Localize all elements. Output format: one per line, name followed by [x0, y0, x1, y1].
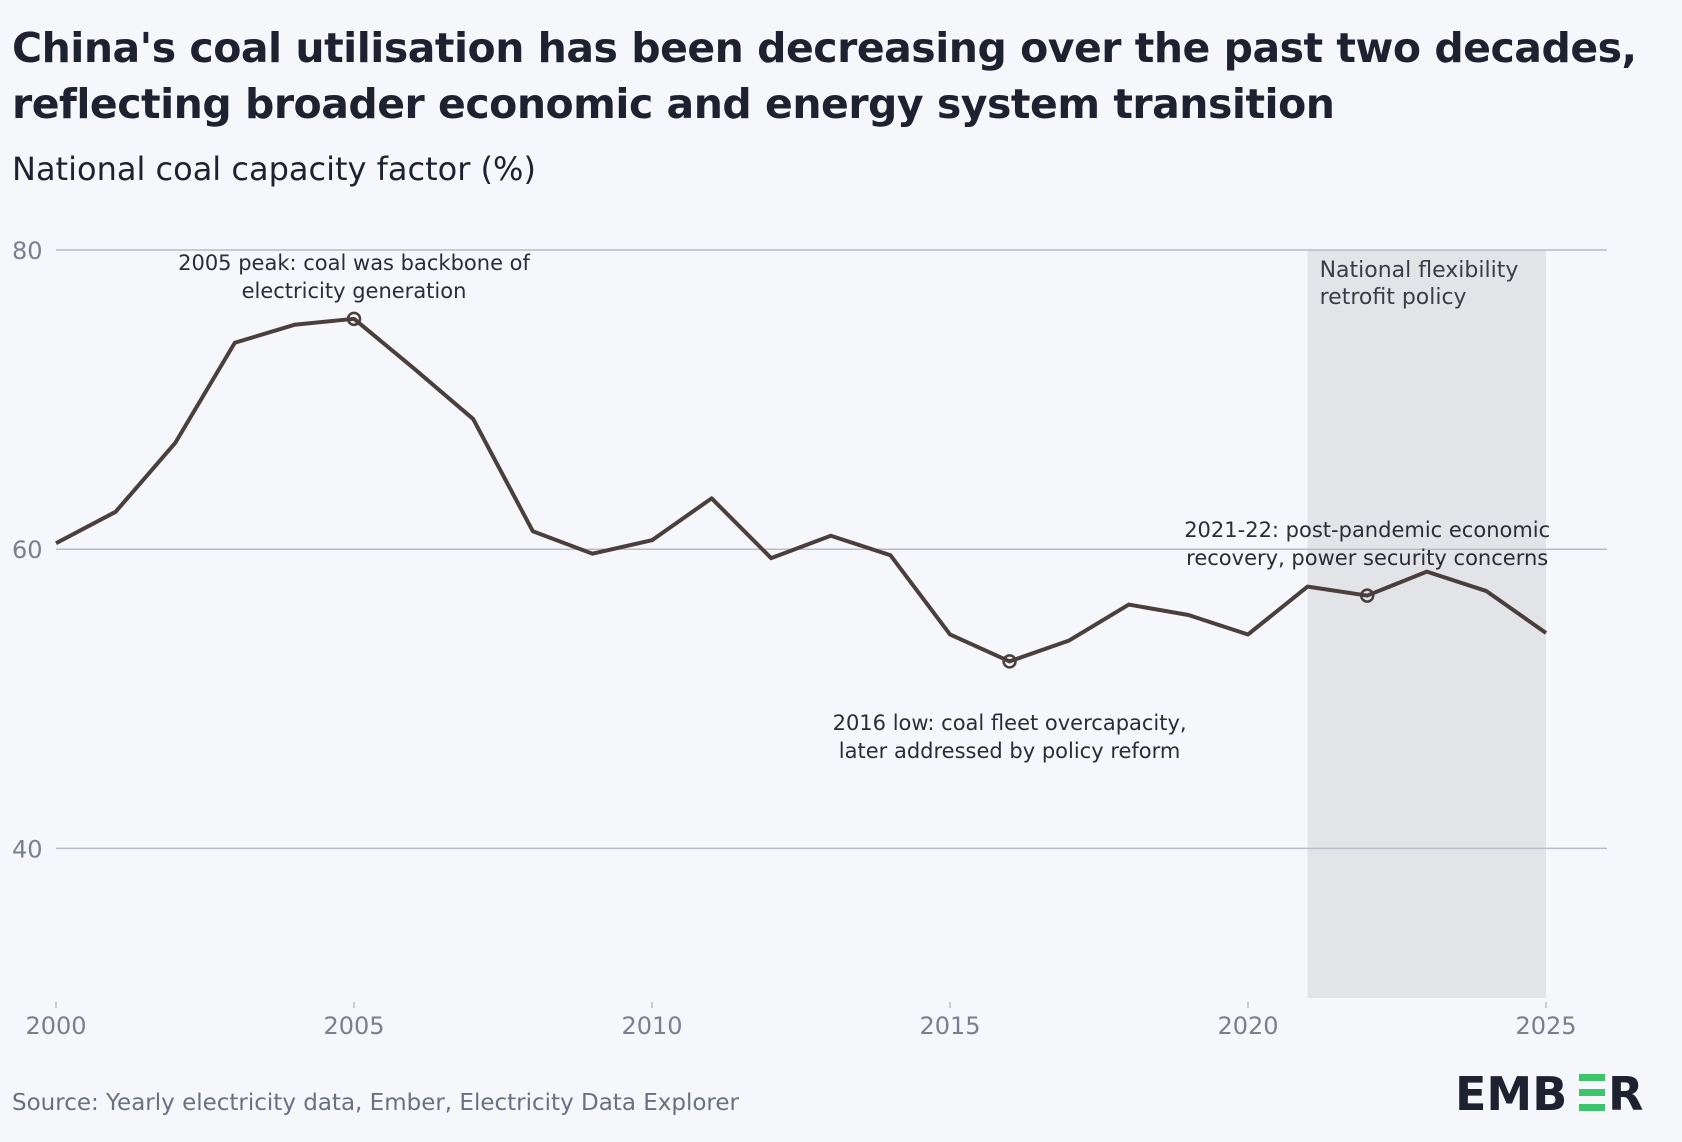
- annotation-text: 2005 peak: coal was backbone of: [178, 251, 530, 275]
- chart-subtitle: National coal capacity factor (%): [12, 150, 536, 188]
- x-tick-label: 2010: [621, 1012, 682, 1040]
- shaded-region-label: retrofit policy: [1320, 285, 1467, 310]
- annotation-text: 2016 low: coal fleet overcapacity,: [833, 711, 1187, 735]
- annotation-marker: [1359, 588, 1375, 603]
- x-tick-label: 2020: [1217, 1012, 1278, 1040]
- x-tick-label: 2000: [25, 1012, 86, 1040]
- svg-text:EMB: EMB: [1455, 1068, 1567, 1118]
- svg-text:R: R: [1608, 1068, 1643, 1118]
- annotation-text: recovery, power security concerns: [1186, 546, 1548, 570]
- annotation-text: later addressed by policy reform: [839, 739, 1181, 763]
- coal-capacity-factor-line: [55, 316, 1548, 664]
- y-tick-label: 60: [12, 536, 43, 564]
- annotation-marker: [1002, 654, 1017, 669]
- x-tick-label: 2005: [323, 1012, 384, 1040]
- annotation-text: electricity generation: [242, 279, 467, 303]
- shaded-region-label: National flexibility: [1320, 258, 1519, 283]
- x-tick-label: 2015: [919, 1012, 980, 1040]
- annotation-text: 2021-22: post-pandemic economic: [1184, 518, 1550, 542]
- y-tick-label: 40: [12, 835, 43, 863]
- y-tick-label: 80: [12, 237, 43, 265]
- source-note: Source: Yearly electricity data, Ember, …: [12, 1090, 739, 1116]
- ember-logo: EMB R: [1455, 1068, 1643, 1118]
- chart-title: China's coal utilisation has been decrea…: [12, 24, 1637, 128]
- x-tick-label: 2025: [1515, 1012, 1576, 1040]
- annotation-marker: [346, 311, 362, 327]
- shaded-policy-region: [1307, 250, 1546, 998]
